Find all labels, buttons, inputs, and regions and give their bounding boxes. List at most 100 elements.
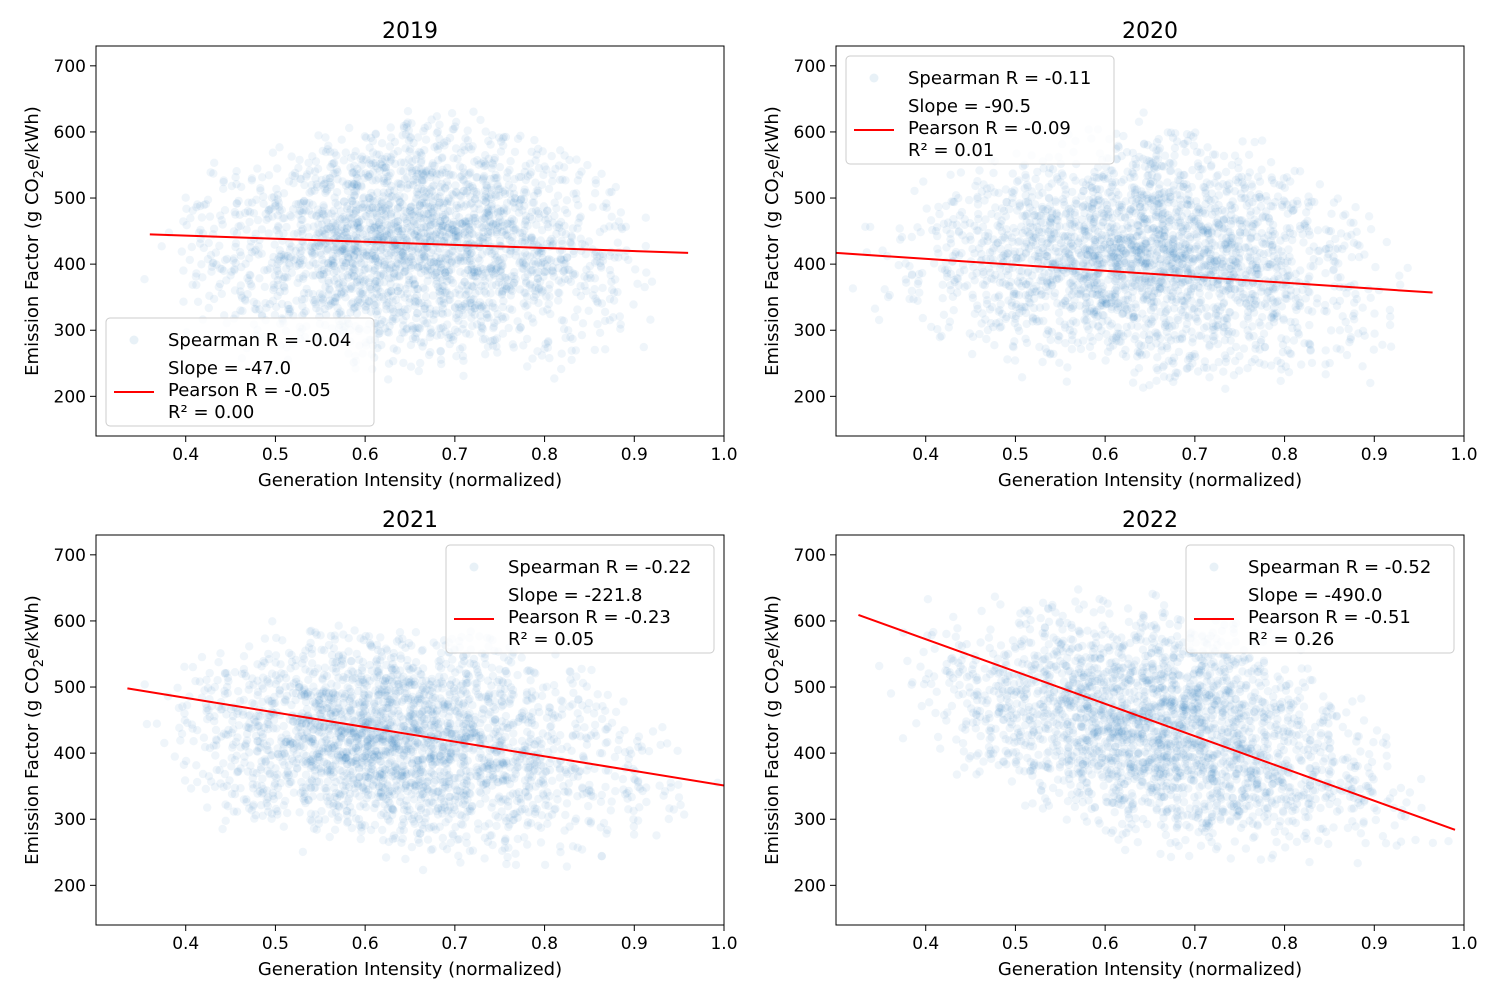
y-tick-label: 600 [54, 612, 86, 632]
y-tick-label: 200 [794, 387, 826, 407]
x-tick-label: 1.0 [1450, 445, 1477, 465]
y-tick-label: 400 [54, 744, 86, 764]
scatter-points [140, 617, 722, 875]
y-axis-label-subscript: 2 [772, 659, 787, 667]
regression-line [149, 233, 689, 254]
x-tick-label: 0.6 [1092, 934, 1119, 954]
chart-title: 2021 [382, 508, 438, 533]
y-axis-label-suffix: e/kWh) [22, 595, 43, 659]
axes-frame [95, 45, 725, 437]
subplot-2019: 0.4 0.5 0.6 0.7 0.8 0.9 1.0 200 300 400 500 600 700 2… [22, 19, 738, 491]
y-tick-label: 500 [794, 678, 826, 698]
x-tick-label: 0.8 [531, 934, 558, 954]
legend-line-label: Pearson R = -0.51 [1248, 607, 1411, 628]
y-axis-label-prefix: Emission Factor (g CO [22, 667, 43, 865]
axes-frame [835, 45, 1465, 437]
regression-line [127, 687, 724, 787]
y-axis-label: Emission Factor (g CO2e/kWh) [762, 106, 787, 376]
y-tick-label: 400 [794, 744, 826, 764]
x-tick-label: 0.5 [262, 445, 289, 465]
y-axis-label-prefix: Emission Factor (g CO [762, 178, 783, 376]
subplot-2020: 0.4 0.5 0.6 0.7 0.8 0.9 1.0 200 300 400 500 600 700 2… [762, 19, 1478, 491]
y-tick-label: 400 [54, 255, 86, 275]
y-tick-label: 300 [794, 810, 826, 830]
x-tick-label: 0.7 [1181, 445, 1208, 465]
legend-line-label: Slope = -90.5 [908, 96, 1031, 117]
subplot-2022: 0.4 0.5 0.6 0.7 0.8 0.9 1.0 200 300 400 500 600 700 2… [762, 508, 1478, 980]
scatter-points [848, 108, 1412, 393]
y-axis-label-suffix: e/kWh) [762, 595, 783, 659]
x-tick-label: 0.6 [1092, 445, 1119, 465]
legend-line-label: Slope = -490.0 [1248, 585, 1383, 606]
x-tick-label: 0.8 [531, 445, 558, 465]
x-axis-label: Generation Intensity (normalized) [258, 470, 562, 491]
legend-scatter-marker [129, 335, 139, 345]
legend-box [445, 544, 715, 654]
legend-line-label: Slope = -221.8 [508, 585, 643, 606]
y-tick-label: 700 [54, 546, 86, 566]
legend-box [845, 55, 1115, 165]
legend-scatter-label: Spearman R = -0.04 [168, 330, 351, 351]
x-axis-label: Generation Intensity (normalized) [998, 470, 1302, 491]
legend: Spearman R = -0.22 Slope = -221.8Pearson … [445, 544, 715, 654]
x-tick-label: 1.0 [710, 445, 737, 465]
y-axis-label-subscript: 2 [32, 170, 47, 178]
y-axis-label-suffix: e/kWh) [22, 106, 43, 170]
y-tick-label: 700 [794, 57, 826, 77]
chart-title: 2019 [382, 19, 438, 44]
y-tick-label: 500 [54, 189, 86, 209]
x-tick-label: 0.4 [172, 934, 199, 954]
scatter-points [140, 107, 657, 384]
x-tick-label: 0.7 [1181, 934, 1208, 954]
axes-frame [95, 534, 725, 926]
legend-box [105, 317, 375, 427]
y-axis-label-prefix: Emission Factor (g CO [22, 178, 43, 376]
legend-scatter-label: Spearman R = -0.11 [908, 68, 1091, 89]
y-axis-label-prefix: Emission Factor (g CO [762, 667, 783, 865]
y-tick-label: 200 [54, 387, 86, 407]
y-axis-label-subscript: 2 [772, 170, 787, 178]
x-tick-label: 0.7 [441, 445, 468, 465]
legend-scatter-label: Spearman R = -0.52 [1248, 557, 1431, 578]
regression-line [858, 614, 1456, 831]
x-tick-label: 0.6 [352, 445, 379, 465]
x-tick-label: 0.6 [352, 934, 379, 954]
legend-scatter-marker [1209, 562, 1219, 572]
legend-line-label: R² = 0.01 [908, 140, 994, 161]
legend-line-label: Pearson R = -0.09 [908, 118, 1071, 139]
legend-line-label: R² = 0.00 [168, 402, 254, 423]
y-tick-label: 400 [794, 255, 826, 275]
y-tick-label: 200 [794, 876, 826, 896]
legend-scatter-marker [469, 562, 479, 572]
x-tick-label: 1.0 [1450, 934, 1477, 954]
y-tick-label: 600 [794, 123, 826, 143]
x-tick-label: 0.5 [262, 934, 289, 954]
x-tick-label: 1.0 [710, 934, 737, 954]
legend-line-label: R² = 0.26 [1248, 629, 1334, 650]
x-axis-label: Generation Intensity (normalized) [998, 959, 1302, 980]
y-axis-label-suffix: e/kWh) [762, 106, 783, 170]
axes-frame [835, 534, 1465, 926]
y-tick-label: 700 [794, 546, 826, 566]
y-tick-label: 300 [54, 321, 86, 341]
legend-line-label: R² = 0.05 [508, 629, 594, 650]
y-tick-label: 300 [794, 321, 826, 341]
y-axis-label-subscript: 2 [32, 659, 47, 667]
y-tick-label: 500 [794, 189, 826, 209]
legend-line-label: Pearson R = -0.23 [508, 607, 671, 628]
x-tick-label: 0.9 [1361, 934, 1388, 954]
x-tick-label: 0.9 [621, 934, 648, 954]
x-tick-label: 0.5 [1002, 934, 1029, 954]
y-tick-label: 600 [794, 612, 826, 632]
y-tick-label: 200 [54, 876, 86, 896]
chart-title: 2020 [1122, 19, 1178, 44]
x-tick-label: 0.9 [1361, 445, 1388, 465]
legend-scatter-label: Spearman R = -0.22 [508, 557, 691, 578]
y-tick-label: 300 [54, 810, 86, 830]
x-tick-label: 0.5 [1002, 445, 1029, 465]
x-tick-label: 0.4 [912, 934, 939, 954]
legend-line-label: Pearson R = -0.05 [168, 380, 331, 401]
